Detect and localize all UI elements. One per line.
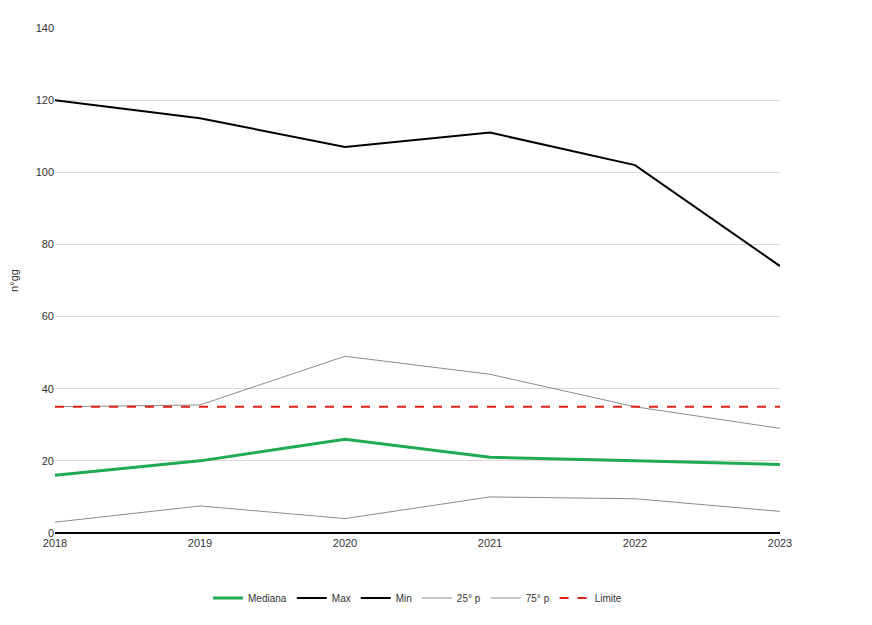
svg-text:Mediana: Mediana — [248, 593, 287, 604]
svg-text:Max: Max — [332, 593, 351, 604]
svg-text:25° p: 25° p — [457, 593, 481, 604]
svg-text:75° p: 75° p — [526, 593, 550, 604]
svg-text:60: 60 — [42, 310, 54, 322]
svg-text:Limite: Limite — [595, 593, 622, 604]
svg-text:2020: 2020 — [333, 537, 357, 549]
svg-text:20: 20 — [42, 455, 54, 467]
svg-text:0: 0 — [48, 527, 54, 539]
svg-text:120: 120 — [36, 94, 54, 106]
svg-text:2022: 2022 — [623, 537, 647, 549]
svg-text:2021: 2021 — [478, 537, 502, 549]
svg-text:2023: 2023 — [768, 537, 792, 549]
svg-text:n°gg: n°gg — [8, 269, 20, 292]
svg-text:Min: Min — [396, 593, 412, 604]
svg-text:2018: 2018 — [43, 537, 67, 549]
svg-text:80: 80 — [42, 238, 54, 250]
svg-text:2019: 2019 — [188, 537, 212, 549]
svg-text:140: 140 — [36, 22, 54, 34]
svg-text:40: 40 — [42, 383, 54, 395]
svg-text:100: 100 — [36, 166, 54, 178]
